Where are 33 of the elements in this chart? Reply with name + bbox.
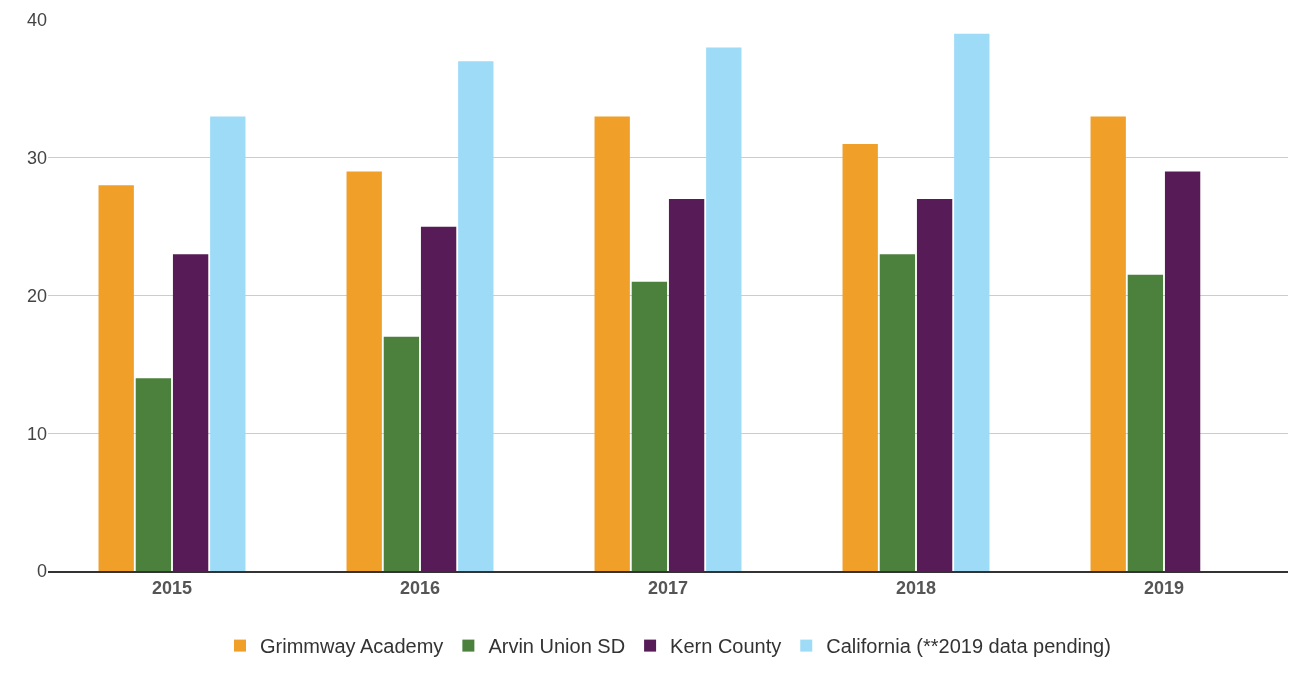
y-tick-label: 10 [26, 423, 47, 444]
x-tick-label: 2016 [399, 578, 441, 599]
legend-label: California (**2019 data pending) [826, 635, 1111, 658]
x-tick-label: 2017 [647, 578, 689, 599]
y-tick-label: 40 [26, 10, 47, 31]
x-tick-label: 2015 [151, 578, 193, 599]
bar [383, 336, 420, 571]
bar [172, 254, 209, 571]
bar [916, 199, 953, 571]
bar [1164, 171, 1201, 571]
bar [706, 47, 742, 571]
bar [879, 254, 916, 571]
bar [346, 171, 382, 571]
legend-label: Grimmway Academy [260, 635, 444, 658]
bar [842, 143, 878, 571]
y-tick-label: 30 [26, 148, 47, 169]
bar [135, 378, 172, 571]
x-tick-label: 2018 [895, 578, 937, 599]
bar [1127, 274, 1164, 571]
bar [954, 33, 990, 571]
legend-label: Arvin Union SD [488, 635, 626, 658]
bar [668, 199, 705, 571]
y-tick-label: 20 [26, 285, 47, 306]
bar [1090, 116, 1126, 571]
y-tick-label: 0 [36, 561, 47, 582]
bar [98, 185, 134, 571]
legend-label: Kern County [670, 635, 782, 658]
bar [631, 281, 668, 571]
bar [420, 226, 457, 571]
bar [458, 61, 494, 571]
bar [594, 116, 630, 571]
bar [210, 116, 246, 571]
x-tick-label: 2019 [1143, 578, 1185, 599]
